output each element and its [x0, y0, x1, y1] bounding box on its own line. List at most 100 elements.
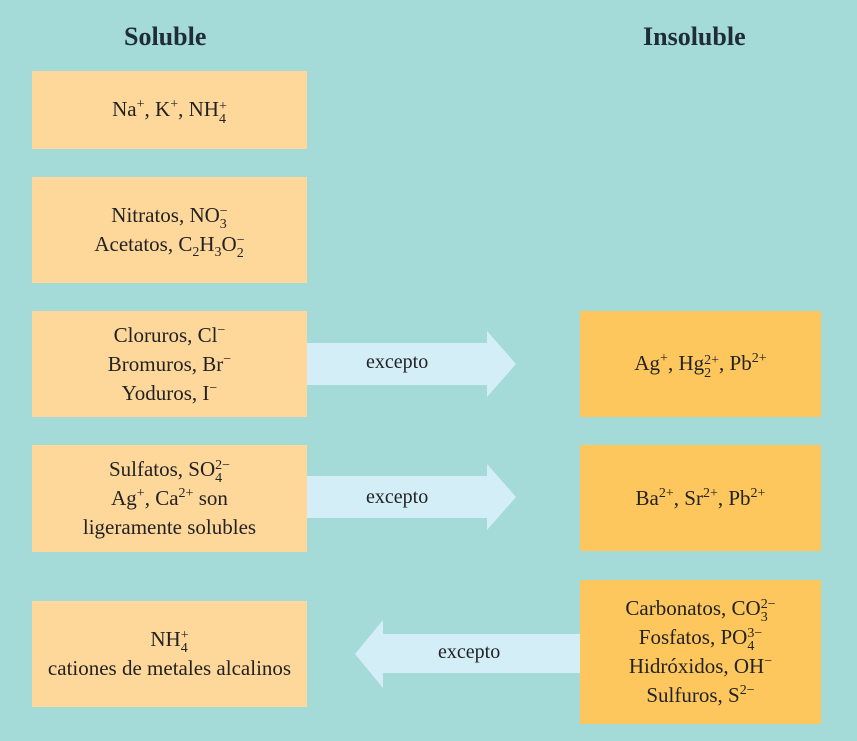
charge-subscript-stack: −2 [236, 234, 245, 262]
soluble-box-alkali-ammonium: Na+, K+, NH +4 [32, 71, 307, 149]
formula-separator: , [673, 485, 685, 510]
subscript: 3 [219, 217, 227, 232]
insoluble-box-sulfate-exceptions: Ba2+, Sr 2+, Pb2+ [580, 445, 821, 551]
formula-label: Acetatos, [94, 232, 179, 256]
chemical-species: I− [202, 381, 217, 405]
element-symbol: S [728, 683, 740, 708]
chemical-species: Br− [202, 352, 231, 376]
formula-label: Cloruros, [113, 322, 198, 347]
subscript: 4 [215, 471, 223, 487]
charge-subscript-stack: +4 [180, 628, 189, 656]
formula-label: Sulfuros, [646, 683, 729, 708]
insoluble-box-halide-exceptions: Ag+, Hg 2+ 2, Pb2+ [580, 311, 821, 417]
element-symbol: NH [150, 626, 181, 651]
charge: − [219, 204, 228, 219]
subscript: 2 [704, 365, 712, 381]
charge-subscript-stack: 2+ 2 [704, 353, 719, 381]
chemical-species: O −2 [222, 232, 245, 261]
chemical-species: Ag+ [634, 351, 668, 375]
formula-line: Nitratos, NO −3 [111, 201, 227, 232]
element-symbol: Cl [197, 322, 218, 347]
charge: − [217, 322, 226, 338]
element-symbol: I [202, 380, 210, 405]
chemical-species: CO 2− 3 [732, 596, 776, 625]
charge-subscript-stack: 3− 4 [747, 627, 762, 655]
arrow-label-carbonates: excepto [438, 641, 501, 663]
element-symbol: C [178, 232, 193, 256]
formula-separator: , [144, 97, 156, 122]
formula-label: Sulfatos, [108, 456, 189, 481]
charge: 2+ [178, 486, 194, 502]
element-symbol: Na [112, 97, 137, 122]
formula-separator: , [178, 97, 189, 122]
chemical-species: Na+ [112, 97, 144, 121]
formula-separator: , [717, 485, 729, 510]
charge: 2+ [750, 485, 766, 501]
formula-line: NH +4 [150, 625, 189, 656]
formula-label: Yoduros, [121, 380, 203, 405]
subscript: 4 [747, 639, 755, 655]
charge-subscript-stack: +4 [218, 98, 227, 127]
formula-line: ligeramente solubles [83, 513, 256, 542]
arrow-right-halides [307, 331, 516, 397]
chemical-species: Hg 2+ 2 [678, 351, 719, 380]
formula-label: ligeramente solubles [82, 515, 257, 540]
subscript: 2 [236, 246, 244, 262]
chemical-species: Cl− [198, 323, 226, 347]
element-symbol: Ag [111, 486, 137, 511]
charge-subscript-stack: 2− 3 [760, 597, 776, 625]
element-symbol: Ca [155, 486, 179, 511]
charge: + [218, 98, 227, 114]
element-symbol: SO [188, 456, 216, 481]
element-symbol: K [155, 97, 171, 122]
element-symbol: NH [188, 97, 219, 122]
chemical-species: OH− [734, 654, 772, 678]
formula-line: Sulfuros, S2− [646, 681, 754, 710]
subscript: 3 [760, 610, 768, 625]
subscript: 2 [192, 245, 200, 261]
formula-line: Carbonatos, CO 2− 3 [625, 594, 776, 625]
formula-line: Fosfatos, PO 3− 4 [639, 623, 762, 654]
chemical-species: PO 3− 4 [720, 625, 762, 654]
chemical-species: Pb2+ [728, 486, 765, 510]
charge: + [136, 486, 145, 502]
charge: − [764, 654, 773, 670]
formula-line: Hidróxidos, OH− [629, 652, 772, 681]
element-symbol: Hg [678, 351, 705, 376]
charge: + [180, 628, 189, 644]
formula-line: Acetatos, C2H3O −2 [94, 230, 245, 261]
element-symbol: PO [720, 625, 748, 649]
element-symbol: H [199, 232, 215, 256]
formula-separator: son [193, 486, 228, 511]
soluble-box-sulfates: Sulfatos, SO 2− 4 Ag+, Ca2+ son ligeramente … [32, 445, 307, 552]
charge-subscript-stack: −3 [219, 204, 228, 232]
chemical-species: Ca2+ [155, 486, 193, 510]
chemical-species: H3 [199, 232, 221, 260]
subscript: 4 [218, 111, 226, 127]
element-symbol: Ag [634, 351, 661, 376]
formula-label: Nitratos, [111, 202, 190, 227]
formula-line: cationes de metales alcalinos [48, 654, 291, 683]
element-symbol: Sr [684, 485, 703, 510]
soluble-heading: Soluble [124, 22, 207, 51]
formula-label: Hidróxidos, [628, 654, 734, 679]
charge: − [209, 380, 218, 396]
chemical-species: Ag+ [111, 486, 145, 510]
chemical-species: NH +4 [188, 97, 227, 126]
charge: + [660, 351, 668, 367]
chemical-species: Ba2+ [636, 486, 674, 510]
soluble-box-halides: Cloruros, Cl− Bromuros, Br− Yoduros, I− [32, 311, 307, 417]
formula-line: Yoduros, I− [122, 379, 218, 408]
charge: 2− [760, 597, 776, 612]
arrow-label-sulfates: excepto [366, 486, 429, 508]
element-symbol: Pb [729, 351, 752, 376]
charge: 2− [215, 458, 231, 474]
formula-separator: , [144, 486, 156, 511]
formula-label: Carbonatos, [625, 595, 732, 620]
formula-line: Cloruros, Cl− [114, 321, 226, 350]
charge: 2+ [658, 485, 674, 501]
chemical-species: K+ [155, 97, 178, 121]
chemical-species: NO −3 [189, 203, 227, 232]
formula-line: Bromuros, Br− [108, 350, 231, 379]
chemical-species: S2− [728, 683, 755, 707]
